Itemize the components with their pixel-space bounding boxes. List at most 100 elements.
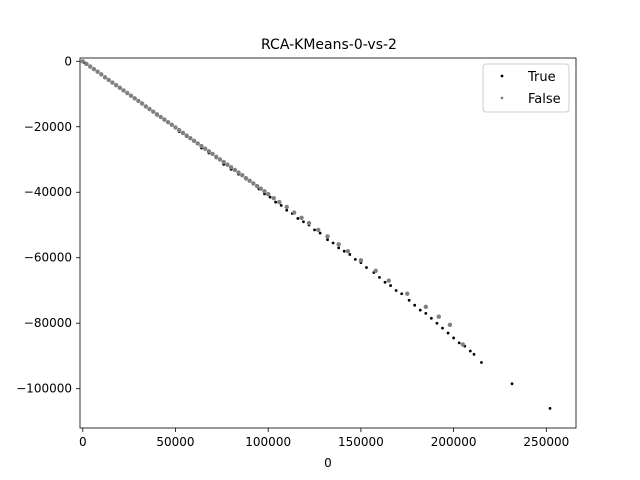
data-point-false: [125, 90, 130, 96]
data-point-true: [441, 326, 444, 330]
data-point-false: [236, 170, 241, 175]
data-point-false: [266, 192, 271, 197]
data-point-true: [457, 341, 461, 345]
data-point-true: [418, 308, 422, 312]
data-point-true: [510, 382, 514, 386]
data-point-false: [228, 165, 234, 170]
data-point-true: [348, 253, 352, 256]
y-tick-label: −60000: [24, 251, 72, 265]
data-point-false: [110, 80, 115, 85]
x-tick-label: 250000: [523, 435, 569, 449]
legend-marker-false: [500, 96, 504, 100]
data-point-true: [472, 352, 476, 356]
data-point-false: [88, 64, 93, 69]
data-point-false: [199, 143, 204, 149]
y-tick-label: 0: [64, 54, 72, 68]
data-point-true: [378, 275, 381, 279]
legend: True False: [482, 63, 570, 113]
data-point-false: [169, 122, 174, 128]
data-point-false: [132, 96, 137, 101]
data-point-false: [102, 75, 108, 80]
data-point-false: [91, 66, 97, 72]
data-point-true: [285, 208, 289, 212]
data-point-false: [143, 104, 149, 109]
data-point-true: [313, 228, 316, 232]
data-point-true: [413, 303, 417, 307]
data-point-true: [394, 289, 398, 292]
data-point-false: [136, 98, 141, 104]
data-point-false: [336, 242, 341, 247]
data-point-false: [271, 195, 276, 201]
data-point-false: [177, 127, 182, 133]
data-point-true: [302, 220, 305, 224]
data-point-false: [214, 154, 219, 160]
data-point-true: [429, 316, 433, 320]
data-point-false: [121, 88, 126, 93]
data-point-false: [358, 258, 364, 263]
data-point-true: [268, 195, 272, 199]
data-point-false: [99, 72, 104, 77]
data-point-false: [95, 69, 100, 74]
data-point-true: [296, 217, 300, 220]
data-point-false: [373, 268, 378, 274]
legend-label-false: False: [528, 92, 561, 107]
data-point-false: [154, 112, 160, 117]
data-point-false: [195, 141, 200, 146]
data-point-true: [435, 321, 439, 325]
data-point-false: [158, 114, 163, 120]
data-point-true: [365, 266, 368, 269]
data-point-true: [389, 284, 392, 287]
data-point-false: [258, 186, 263, 191]
data-point-false: [436, 314, 441, 319]
data-point-false: [162, 117, 167, 122]
data-point-true: [446, 331, 450, 335]
data-point-false: [191, 138, 197, 144]
y-tick-label: −20000: [24, 120, 72, 134]
chart-title: RCA-KMeans-0-vs-2: [261, 37, 397, 53]
data-point-true: [353, 257, 357, 261]
data-point-true: [400, 292, 404, 296]
data-point-false: [128, 93, 134, 98]
data-point-false: [184, 133, 189, 138]
data-point-false: [345, 248, 351, 254]
data-point-true: [342, 249, 346, 253]
y-tick-label: −40000: [24, 185, 72, 199]
data-point-false: [325, 234, 330, 239]
data-point-false: [423, 304, 429, 310]
x-tick-label: 100000: [245, 435, 291, 449]
data-point-false: [117, 85, 123, 91]
x-tick-label: 50000: [156, 435, 194, 449]
data-point-false: [206, 149, 212, 154]
data-point-true: [326, 238, 329, 242]
data-point-false: [139, 101, 145, 106]
data-point-true: [468, 349, 472, 353]
data-point-false: [165, 119, 171, 125]
data-point-true: [480, 361, 483, 364]
data-point-true: [331, 241, 335, 245]
data-point-false: [405, 291, 410, 296]
data-point-true: [337, 246, 341, 250]
x-axis: 0 50000 100000 150000 200000 250000: [79, 428, 569, 449]
data-point-false: [221, 159, 226, 165]
data-point-true: [407, 298, 411, 302]
data-point-true: [279, 203, 283, 207]
data-point-false: [180, 130, 186, 136]
data-point-false: [113, 82, 119, 88]
data-point-false: [80, 59, 85, 64]
data-point-false: [147, 106, 152, 112]
x-tick-label: 200000: [431, 435, 477, 449]
data-point-false: [306, 220, 312, 226]
data-point-false: [460, 342, 466, 347]
data-point-false: [284, 204, 289, 210]
legend-marker-true: [500, 74, 504, 78]
data-point-false: [243, 175, 249, 181]
data-point-false: [240, 173, 245, 178]
y-axis: 0 −20000 −40000 −60000 −80000 −100000: [16, 54, 80, 396]
data-point-false: [247, 178, 252, 183]
data-point-false: [225, 162, 230, 167]
data-point-false: [188, 136, 193, 141]
data-point-true: [548, 406, 552, 410]
axes-spine-frame: [79, 57, 577, 429]
data-point-false: [202, 146, 208, 151]
data-point-false: [173, 125, 178, 130]
